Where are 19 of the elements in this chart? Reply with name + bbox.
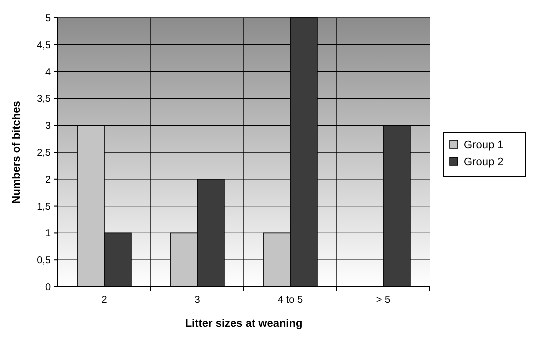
y-tick-label: 3,5 (37, 94, 52, 106)
y-tick-label: 1,5 (37, 202, 52, 213)
y-tick-label: 2,5 (37, 148, 52, 159)
y-tick-label: 4 (45, 67, 52, 78)
y-tick-label: 4,5 (37, 40, 52, 52)
y-tick-label: 3 (45, 121, 52, 132)
y-tick-label: 1 (45, 228, 52, 240)
x-axis-title: Litter sizes at weaning (185, 318, 303, 330)
x-tick-label: > 5 (376, 295, 392, 306)
legend-label: Group 2 (464, 156, 504, 168)
y-tick-label: 0,5 (37, 256, 52, 267)
x-tick-label: 2 (102, 295, 108, 306)
y-tick-label: 0 (45, 282, 52, 294)
legend-label: Group 1 (464, 139, 504, 152)
x-tick-label: 3 (194, 295, 201, 306)
y-axis-title: Numbers of bitches (11, 101, 23, 204)
x-tick-label: 4 to 5 (278, 295, 304, 306)
y-tick-label: 2 (45, 174, 52, 186)
y-tick-label: 5 (45, 14, 52, 24)
